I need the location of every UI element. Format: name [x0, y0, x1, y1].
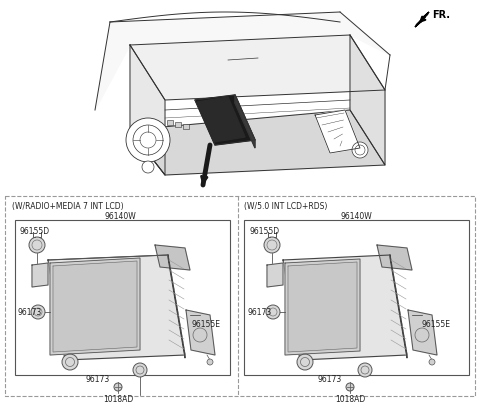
Polygon shape [350, 35, 385, 165]
Circle shape [297, 354, 313, 370]
Polygon shape [130, 110, 385, 175]
Circle shape [114, 383, 122, 391]
Polygon shape [408, 310, 437, 355]
Bar [5, 196, 475, 396]
Polygon shape [50, 258, 140, 355]
Circle shape [346, 383, 354, 391]
Circle shape [358, 363, 372, 377]
Polygon shape [415, 12, 429, 27]
Polygon shape [315, 110, 360, 153]
Text: 96155D: 96155D [250, 227, 280, 236]
Text: 96173: 96173 [248, 308, 272, 317]
Text: (W/RADIO+MEDIA 7 INT LCD): (W/RADIO+MEDIA 7 INT LCD) [12, 202, 124, 211]
Polygon shape [53, 261, 137, 352]
Polygon shape [48, 255, 185, 360]
Text: 96140W: 96140W [104, 212, 136, 221]
Polygon shape [32, 263, 48, 287]
Polygon shape [288, 262, 357, 352]
Polygon shape [195, 95, 255, 145]
Text: 96155D: 96155D [20, 227, 50, 236]
Circle shape [207, 359, 213, 365]
Polygon shape [390, 255, 407, 358]
Circle shape [29, 237, 45, 253]
Circle shape [126, 118, 170, 162]
Polygon shape [168, 255, 185, 358]
Bar [183, 124, 189, 129]
Circle shape [62, 354, 78, 370]
Circle shape [142, 161, 154, 173]
Text: 96173: 96173 [318, 375, 342, 384]
Circle shape [352, 142, 368, 158]
Text: FR.: FR. [432, 10, 450, 20]
Polygon shape [155, 245, 190, 270]
Text: 96173: 96173 [18, 308, 42, 317]
Polygon shape [186, 310, 215, 355]
Circle shape [264, 237, 280, 253]
Polygon shape [130, 35, 385, 100]
Circle shape [266, 305, 280, 319]
Polygon shape [267, 263, 283, 287]
Text: (W/5.0 INT LCD+RDS): (W/5.0 INT LCD+RDS) [244, 202, 327, 211]
Bar [175, 122, 181, 127]
Polygon shape [235, 95, 255, 148]
Circle shape [31, 305, 45, 319]
Polygon shape [285, 259, 360, 355]
Circle shape [133, 363, 147, 377]
Polygon shape [95, 12, 390, 110]
Bar [15, 220, 230, 375]
Polygon shape [130, 45, 165, 175]
Text: 1018AD: 1018AD [335, 395, 365, 403]
Polygon shape [283, 255, 407, 360]
Text: 96155E: 96155E [422, 320, 451, 329]
Text: 96173: 96173 [86, 375, 110, 384]
Bar [167, 120, 173, 125]
Polygon shape [197, 97, 245, 142]
Bar [244, 220, 469, 375]
Circle shape [429, 359, 435, 365]
Text: 1018AD: 1018AD [103, 395, 133, 403]
Text: 96140W: 96140W [340, 212, 372, 221]
Text: 96155E: 96155E [192, 320, 221, 329]
Polygon shape [377, 245, 412, 270]
